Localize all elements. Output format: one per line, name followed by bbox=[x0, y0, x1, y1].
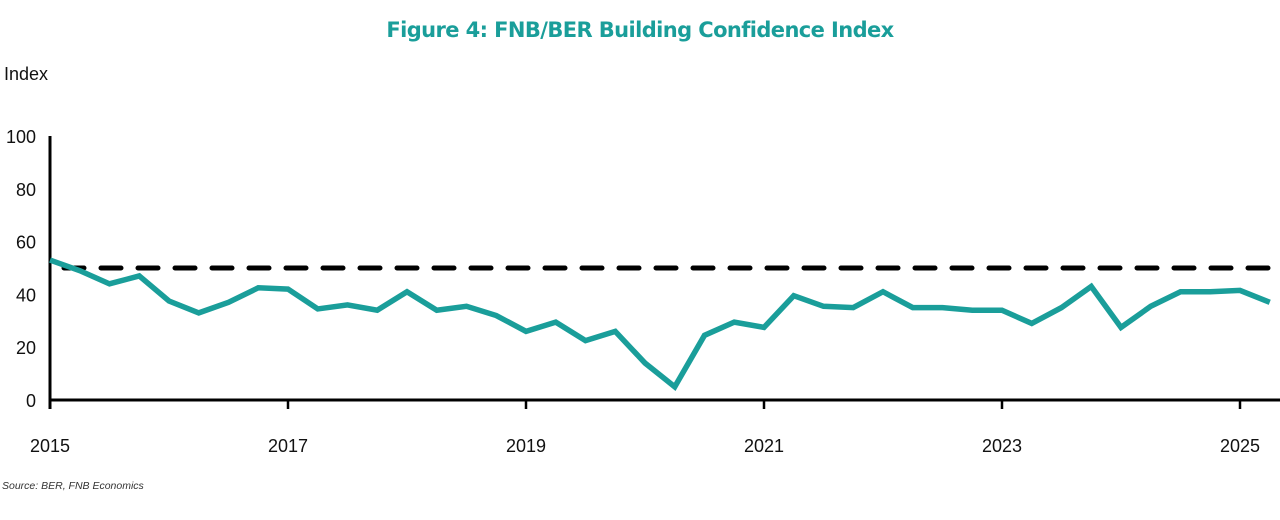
y-axis-ticks: 0 20 40 60 80 100 bbox=[6, 127, 36, 411]
x-axis-ticks: 2015 2017 2019 2021 2023 2025 bbox=[30, 400, 1260, 456]
y-axis-label: Index bbox=[4, 64, 49, 84]
x-tick-label: 2017 bbox=[268, 436, 308, 456]
data-points bbox=[49, 259, 1270, 387]
y-tick-label: 100 bbox=[6, 127, 36, 147]
y-tick-label: 0 bbox=[26, 391, 36, 411]
x-tick-label: 2025 bbox=[1220, 436, 1260, 456]
x-tick-label: 2023 bbox=[982, 436, 1022, 456]
source-note: Source: BER, FNB Economics bbox=[2, 480, 144, 492]
x-tick-label: 2015 bbox=[30, 436, 70, 456]
chart-title: Figure 4: FNB/BER Building Confidence In… bbox=[386, 18, 894, 42]
x-tick-label: 2021 bbox=[744, 436, 784, 456]
x-tick-label: 2019 bbox=[506, 436, 546, 456]
y-tick-label: 60 bbox=[16, 233, 36, 253]
y-tick-label: 80 bbox=[16, 180, 36, 200]
y-tick-label: 20 bbox=[16, 338, 36, 358]
y-tick-label: 40 bbox=[16, 285, 36, 305]
series-line-building-confidence bbox=[49, 257, 1271, 391]
